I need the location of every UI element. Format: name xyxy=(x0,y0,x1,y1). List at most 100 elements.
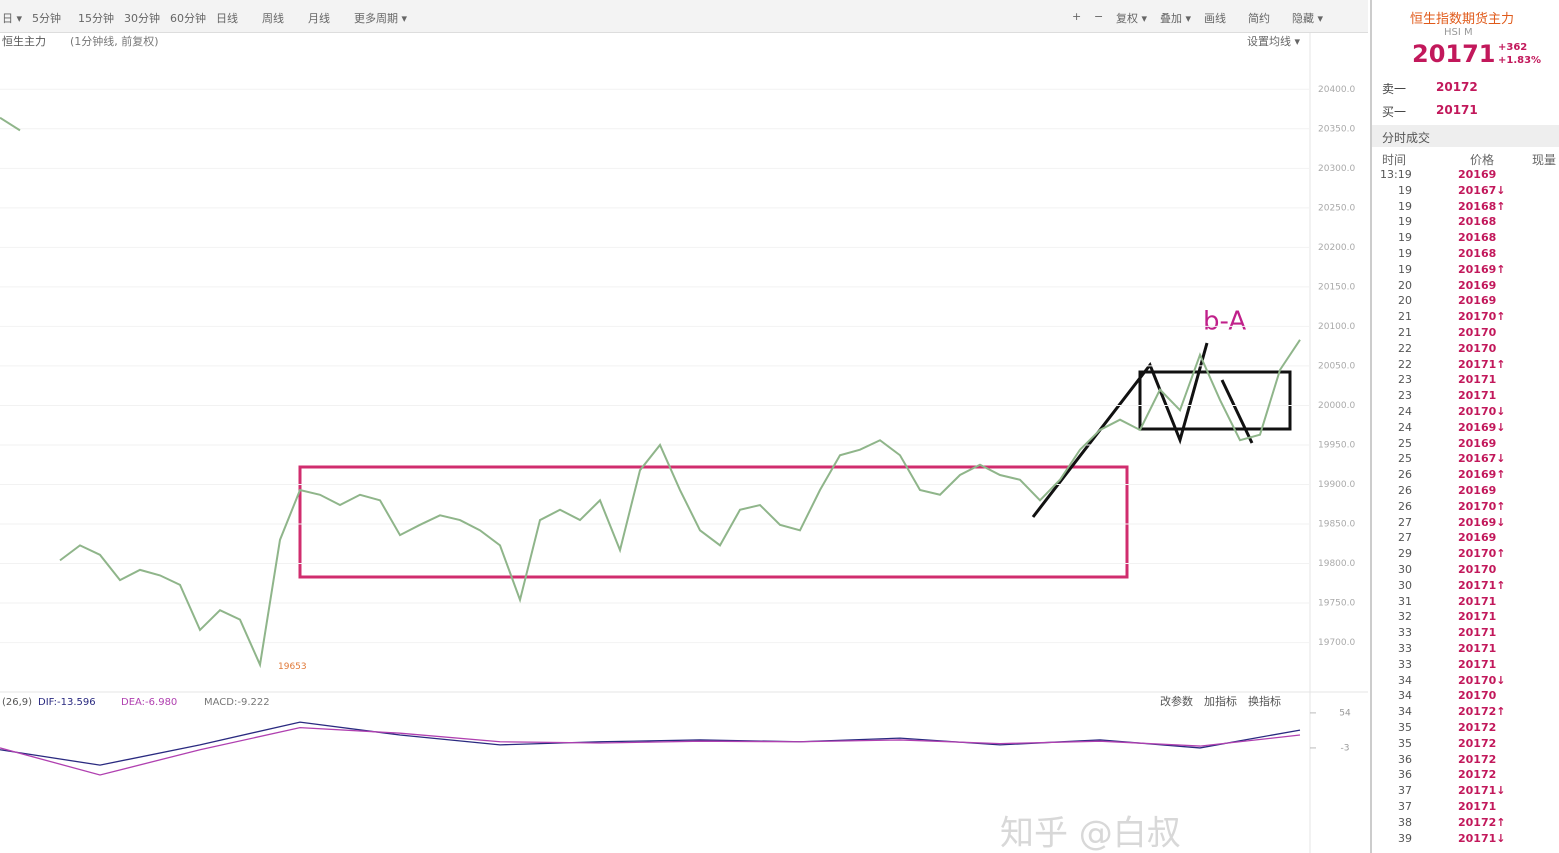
trade-time: 23 xyxy=(1398,389,1412,403)
price-line xyxy=(59,339,1301,669)
macd-params: (26,9) xyxy=(2,697,32,708)
trade-time: 37 xyxy=(1398,784,1412,798)
price-line xyxy=(0,116,21,132)
period-button[interactable]: 周线 xyxy=(262,12,284,25)
y-tick-label: 19900.0 xyxy=(1318,480,1355,490)
period-button[interactable]: 30分钟 xyxy=(124,12,160,25)
trade-price: 20170↓ xyxy=(1458,673,1506,687)
trade-time: 21 xyxy=(1398,326,1412,339)
trade-time: 22 xyxy=(1398,357,1412,371)
period-button[interactable]: 更多周期 ▾ xyxy=(354,12,408,25)
y-tick-label: 20100.0 xyxy=(1318,322,1355,332)
trade-price: 20172 xyxy=(1458,736,1497,750)
trade-price: 20171 xyxy=(1458,800,1497,813)
trade-price: 20170 xyxy=(1458,689,1497,703)
tool-button[interactable]: 简约 xyxy=(1248,12,1270,25)
indicator-button[interactable]: 换指标 xyxy=(1248,694,1281,708)
trade-price: 20172 xyxy=(1458,752,1497,766)
ma-menu[interactable]: 设置均线 ▾ xyxy=(1247,34,1300,48)
y-tick-label: 20300.0 xyxy=(1318,164,1355,174)
tool-button[interactable]: 画线 xyxy=(1204,12,1226,25)
trade-time: 33 xyxy=(1398,626,1412,640)
trade-time: 25 xyxy=(1398,452,1412,466)
trade-time: 26 xyxy=(1398,499,1412,513)
trade-time: 33 xyxy=(1398,657,1412,671)
legend-entry: DIF:-13.596 xyxy=(38,697,96,708)
arrow-path xyxy=(1031,342,1209,518)
indicator-button[interactable]: 加指标 xyxy=(1204,694,1237,708)
indicator-button[interactable]: 改参数 xyxy=(1160,694,1193,708)
trade-price: 20169 xyxy=(1458,294,1497,308)
trade-price: 20171 xyxy=(1458,626,1497,640)
y-tick-label: 20400.0 xyxy=(1318,85,1355,95)
period-button[interactable]: 15分钟 xyxy=(78,12,114,25)
period-button[interactable]: 月线 xyxy=(308,12,330,25)
y-tick-label: 20000.0 xyxy=(1318,401,1355,411)
trade-time: 32 xyxy=(1398,610,1412,624)
trade-price: 20172 xyxy=(1458,721,1497,734)
trade-price: 20169 xyxy=(1458,436,1497,450)
watermark: 知乎 @白叔 xyxy=(1000,814,1181,853)
trade-time: 35 xyxy=(1398,736,1412,750)
trade-time: 36 xyxy=(1398,752,1412,766)
trade-time: 30 xyxy=(1398,578,1412,592)
trade-price: 20169 xyxy=(1458,531,1497,545)
trade-price: 20169↑ xyxy=(1458,468,1506,482)
tool-button[interactable]: 复权 ▾ xyxy=(1116,12,1148,25)
trade-price: 20171 xyxy=(1458,610,1497,624)
change: +362 xyxy=(1498,42,1528,53)
trade-price: 20170 xyxy=(1458,563,1497,576)
trade-time: 39 xyxy=(1398,831,1412,845)
price-line xyxy=(0,726,1301,776)
trade-price: 20167↓ xyxy=(1458,183,1506,197)
tool-button[interactable]: + xyxy=(1072,10,1082,23)
y-tick-label: 19700.0 xyxy=(1318,638,1355,648)
trade-price: 20167↓ xyxy=(1458,452,1506,466)
trade-price: 20171 xyxy=(1458,373,1497,387)
trade-time: 27 xyxy=(1398,515,1412,529)
low-label: 19653 xyxy=(278,662,307,672)
trade-time: 25 xyxy=(1398,436,1412,450)
tool-button[interactable]: 隐藏 ▾ xyxy=(1292,12,1324,25)
trades-title: 分时成交 xyxy=(1382,131,1431,145)
trade-price: 20169↓ xyxy=(1458,515,1506,529)
quote-panel: 恒生指数期货主力 HSI M 20171 +362 +1.83% 卖一 2017… xyxy=(1370,0,1559,853)
trade-time: 33 xyxy=(1398,642,1412,655)
column-header: 时间 xyxy=(1382,153,1407,167)
y-tick-label: 19850.0 xyxy=(1318,520,1355,530)
trade-time: 19 xyxy=(1398,262,1412,276)
trade-time: 36 xyxy=(1398,768,1412,782)
period-button[interactable]: 60分钟 xyxy=(170,12,206,25)
y-tick-label: 20200.0 xyxy=(1318,243,1355,253)
trade-time: 38 xyxy=(1398,815,1412,829)
trade-time: 34 xyxy=(1398,673,1412,687)
trade-time: 24 xyxy=(1398,405,1412,418)
bid-price: 20171 xyxy=(1436,103,1478,117)
y-tick-label: 19750.0 xyxy=(1318,599,1355,609)
range-box xyxy=(298,465,1129,579)
trade-price: 20171↓ xyxy=(1458,831,1506,845)
trade-price: 20172 xyxy=(1458,768,1497,782)
trade-time: 34 xyxy=(1398,689,1412,703)
trade-time: 19 xyxy=(1398,247,1412,260)
pattern-box xyxy=(1138,370,1292,431)
trade-time: 20 xyxy=(1398,294,1412,308)
trade-time: 20 xyxy=(1398,278,1412,292)
trades-header-bar xyxy=(1372,125,1559,147)
trade-price: 20171 xyxy=(1458,389,1497,403)
instrument-code: HSI M xyxy=(1444,27,1473,38)
y-tick-label: -3 xyxy=(1341,743,1350,753)
period-button[interactable]: 日 ▾ xyxy=(2,12,23,25)
trade-price: 20169↑ xyxy=(1458,262,1506,276)
column-header: 现量 xyxy=(1532,153,1557,167)
price-line xyxy=(0,721,1301,766)
ask-price: 20172 xyxy=(1436,80,1478,94)
y-tick-label: 20250.0 xyxy=(1318,203,1355,213)
tool-button[interactable]: 叠加 ▾ xyxy=(1160,12,1192,25)
period-button[interactable]: 5分钟 xyxy=(32,12,61,25)
trade-price: 20171↑ xyxy=(1458,578,1506,592)
trade-price: 20171↓ xyxy=(1458,784,1506,798)
period-button[interactable]: 日线 xyxy=(216,12,238,25)
ask-label: 卖一 xyxy=(1382,82,1407,96)
tool-button[interactable]: − xyxy=(1094,10,1104,23)
